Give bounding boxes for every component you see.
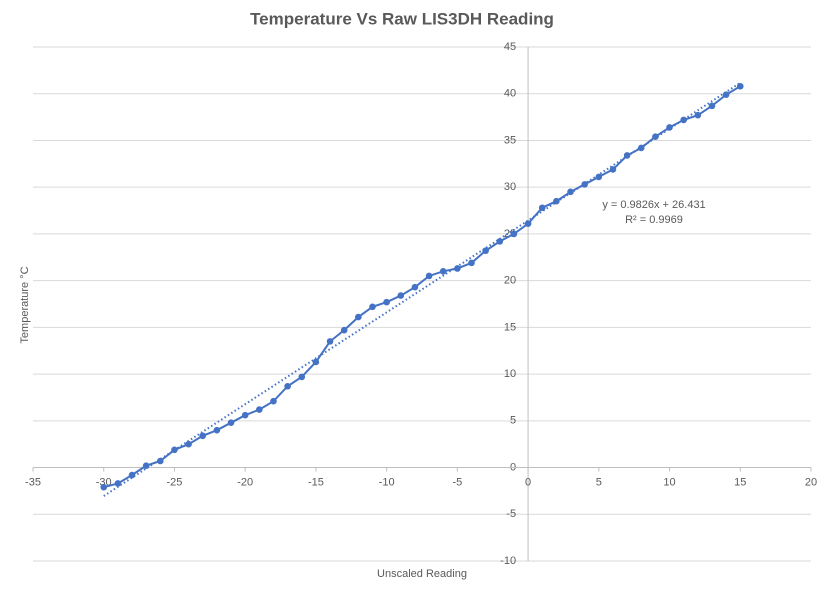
data-point [736,82,744,90]
data-point [439,267,447,275]
x-tick-label: -10 [379,476,395,488]
data-point [185,440,192,448]
data-point [652,133,659,141]
x-tick-label: 10 [663,476,675,488]
series-line [103,85,741,489]
y-tick-label: 15 [504,321,516,333]
data-point [100,483,108,491]
x-tick-label: -35 [25,476,41,488]
x-tick-label: 20 [805,476,817,488]
data-point [199,432,207,440]
y-tick-label: 10 [504,368,516,380]
data-point [326,338,334,345]
data-point [369,303,376,311]
data-point [538,204,546,212]
data-point [157,457,164,465]
data-point [581,181,588,188]
y-tick-label: 40 [504,88,516,100]
data-point [666,124,673,131]
data-point [397,292,405,299]
data-point [425,272,433,280]
x-axis-title: Unscaled Reading [377,568,467,580]
data-point [128,471,136,479]
x-tick-label: 0 [525,476,531,488]
y-axis-title: Temperature °C [19,266,31,343]
trendline-r-squared: R² = 0.9969 [625,214,683,226]
data-point [637,144,645,152]
data-point [355,313,362,321]
chart-title: Temperature Vs Raw LIS3DH Reading [250,9,554,28]
data-point [142,462,150,469]
y-tick-label: -5 [506,508,516,520]
x-tick-label: -5 [452,476,462,488]
data-point [680,116,687,124]
data-point [454,265,461,272]
data-point [213,426,221,434]
data-point [284,382,291,390]
data-point [383,298,390,306]
trendline [103,81,741,497]
data-point [524,220,532,227]
data-point [411,283,419,291]
data-point [468,259,475,267]
y-tick-label: 45 [504,41,516,53]
trendline-equation: y = 0.9826x + 26.431 [602,199,705,211]
data-point [482,247,489,255]
x-tick-label: 5 [596,476,602,488]
data-point [722,91,730,98]
data-point [256,406,263,413]
y-tick-label: 5 [510,415,516,427]
data-point [114,480,122,487]
data-point [298,373,306,381]
data-point [623,152,631,159]
data-point [340,326,348,334]
y-tick-label: -10 [500,555,516,567]
data-point [171,446,178,454]
data-point [510,230,518,238]
data-point [609,166,617,173]
data-point [694,111,702,119]
data-point [553,197,560,205]
y-tick-label: 35 [504,134,516,146]
x-tick-label: -25 [167,476,183,488]
data-point [270,397,277,405]
y-tick-label: 20 [504,275,516,287]
x-tick-label: -20 [237,476,253,488]
data-point [241,411,249,419]
data-point [595,173,603,181]
x-tick-label: 15 [734,476,746,488]
data-point [227,419,235,426]
data-point [708,102,716,110]
x-tick-label: -15 [308,476,324,488]
data-point [567,188,574,196]
y-tick-label: 30 [504,181,516,193]
data-point [312,358,320,366]
data-point [496,238,504,245]
